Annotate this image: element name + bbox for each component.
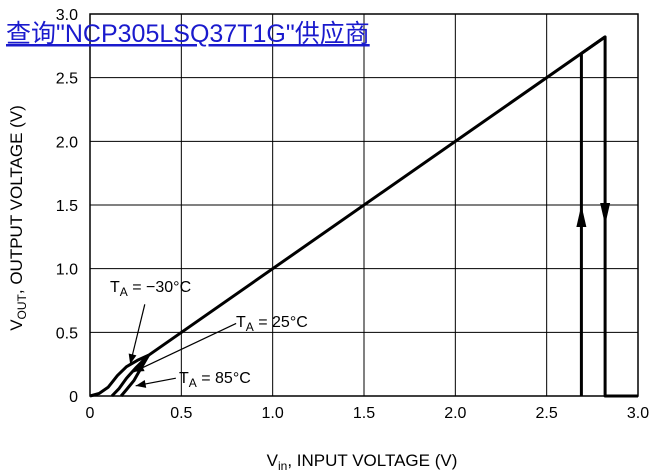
x-tick-label: 1.5	[353, 405, 375, 422]
x-tick-label: 0.5	[170, 405, 192, 422]
annotation-ta-minus30: TA = −30°C	[110, 279, 191, 299]
x-tick-label: 2.5	[536, 405, 558, 422]
y-tick-label: 0.5	[56, 325, 78, 342]
y-tick-label: 1.5	[56, 198, 78, 215]
x-tick-label: 0	[86, 405, 95, 422]
annotation-ta-85: TA = 85°C	[179, 370, 251, 390]
x-axis-label: Vin, INPUT VOLTAGE (V)	[267, 451, 458, 473]
arrow-up	[576, 205, 586, 227]
supplier-link[interactable]: 查询"NCP305LSQ37T1G"供应商	[6, 20, 370, 48]
annotation-ta-25: TA = 25°C	[236, 314, 308, 334]
x-tick-label: 1.0	[262, 405, 284, 422]
y-tick-label: 0	[69, 389, 78, 406]
y-tick-label: 1.0	[56, 262, 78, 279]
x-tick-label: 3.0	[627, 405, 649, 422]
y-axis-label: VOUT, OUTPUT VOLTAGE (V)	[7, 105, 29, 331]
y-tick-label: 2.0	[56, 134, 78, 151]
y-tick-label: 2.5	[56, 71, 78, 88]
curve-main	[149, 37, 639, 396]
pointer-head-ta-85	[136, 380, 147, 388]
x-tick-label: 2.0	[444, 405, 466, 422]
arrow-down	[600, 203, 610, 225]
curve-rising-edge	[581, 37, 605, 396]
